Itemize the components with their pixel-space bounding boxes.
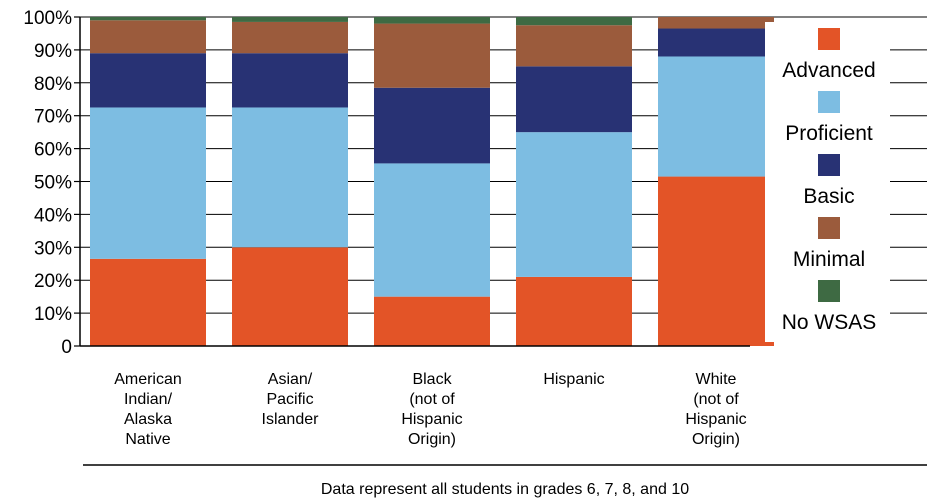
bar-segment-advanced	[232, 247, 348, 346]
gridlines	[80, 16, 927, 314]
bar-segment-advanced	[374, 296, 490, 346]
y-tick-label: 90%	[34, 41, 72, 62]
category-label: Asian/Pacific Islander	[262, 371, 320, 428]
legend-swatch	[818, 280, 840, 302]
category-labels: American Indian/Alaska Native Asian/Pacific…	[114, 371, 746, 448]
y-tick-label: 100%	[23, 8, 72, 29]
legend: Advanced Proficient Basic Minimal No WSAS	[765, 22, 890, 342]
bar-segment-basic	[516, 66, 632, 133]
category-label: American Indian/Alaska Native	[114, 371, 182, 448]
y-tick-label: 60%	[34, 140, 72, 161]
bar-segment-no-wsas	[232, 17, 348, 22]
y-tick-label: 70%	[34, 107, 72, 128]
legend-swatch	[818, 28, 840, 50]
y-tick-label: 20%	[34, 271, 72, 292]
category-label: Hispanic	[543, 371, 604, 388]
legend-label: Proficient	[785, 122, 873, 145]
bar-segment-no-wsas	[516, 17, 632, 26]
legend-label: Minimal	[793, 248, 865, 271]
bar-segment-proficient	[516, 132, 632, 277]
legend-label: Advanced	[782, 59, 875, 82]
bar-segment-minimal	[516, 25, 632, 67]
footnote: Data represent all students in grades 6,…	[321, 481, 689, 498]
bar-segment-proficient	[658, 56, 774, 177]
bar-segment-no-wsas	[90, 17, 206, 21]
bar-segment-minimal	[374, 23, 490, 88]
category-label: Black (not of Hispanic Origin)	[401, 371, 462, 448]
legend-label: Basic	[803, 185, 854, 208]
bar-segment-minimal	[658, 17, 774, 29]
y-tick-label: 0	[61, 337, 72, 358]
y-tick-label: 50%	[34, 173, 72, 194]
bar-segment-basic	[90, 53, 206, 108]
bar-segment-basic	[232, 53, 348, 108]
bar-segment-basic	[374, 87, 490, 164]
legend-swatch	[818, 217, 840, 239]
category-label: White (not of Hispanic Origin)	[685, 371, 746, 448]
bar-segment-proficient	[374, 163, 490, 297]
bar-segment-no-wsas	[374, 17, 490, 24]
legend-label: No WSAS	[782, 311, 877, 334]
bars	[90, 17, 774, 346]
y-axis: 0 10% 20% 30% 40% 50% 60% 70% 80% 90% 100%	[23, 8, 750, 358]
bar-segment-advanced	[516, 276, 632, 346]
legend-swatch	[818, 154, 840, 176]
y-tick-label: 80%	[34, 74, 72, 95]
y-tick-label: 30%	[34, 238, 72, 259]
bar-segment-proficient	[90, 107, 206, 259]
legend-swatch	[818, 91, 840, 113]
y-tick-label: 10%	[34, 304, 72, 325]
bar-segment-minimal	[90, 20, 206, 54]
bar-segment-proficient	[232, 107, 348, 248]
bar-segment-basic	[658, 28, 774, 57]
bar-segment-advanced	[90, 258, 206, 346]
bar-segment-minimal	[232, 21, 348, 54]
y-tick-label: 40%	[34, 205, 72, 226]
bar-segment-advanced	[658, 176, 774, 346]
